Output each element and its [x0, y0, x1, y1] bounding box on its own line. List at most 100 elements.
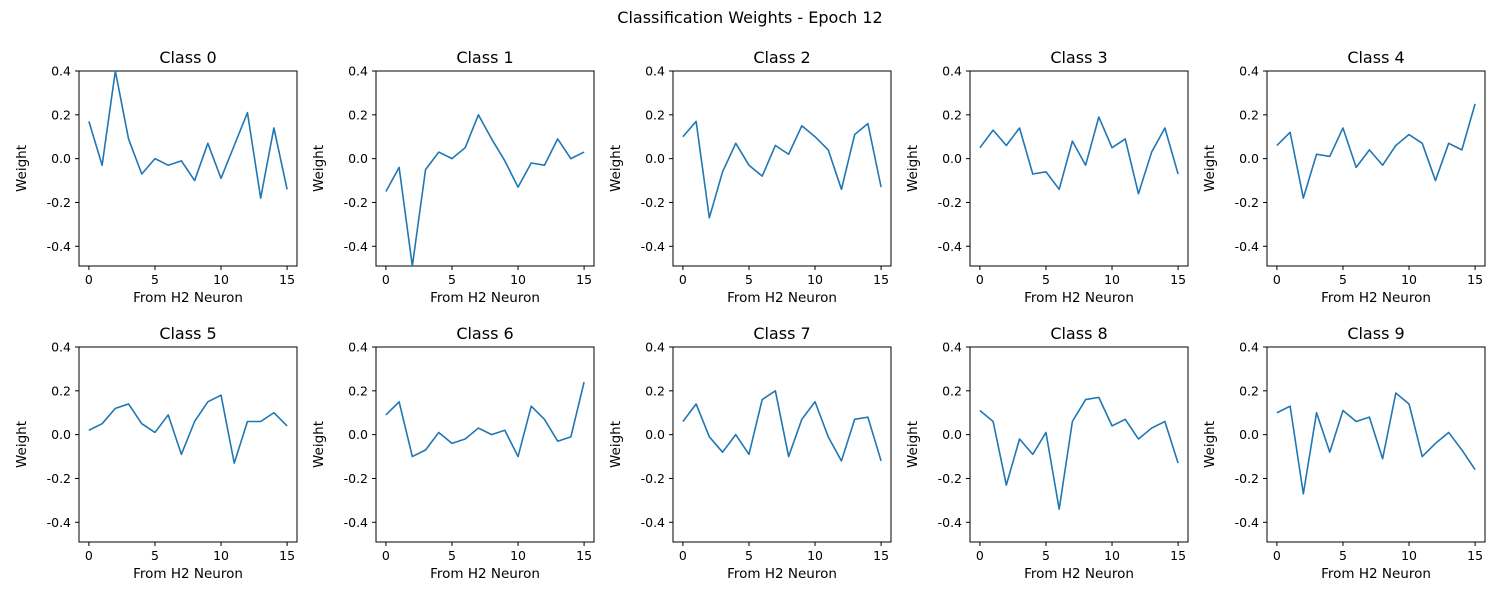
y-tick-label: 0.0 [645, 151, 665, 166]
y-tick-label: 0.0 [51, 151, 71, 166]
subplot-title: Class 7 [753, 324, 810, 343]
x-tick-label: 0 [1273, 272, 1281, 287]
y-tick-label: -0.4 [641, 515, 665, 530]
x-tick-label: 5 [1339, 272, 1347, 287]
series-line [386, 382, 584, 456]
y-tick-label: -0.4 [641, 239, 665, 254]
y-tick-label: -0.4 [938, 239, 962, 254]
series-line [980, 117, 1178, 194]
axes-frame [79, 347, 297, 542]
x-axis-label: From H2 Neuron [133, 566, 243, 582]
y-tick-label: 0.2 [645, 107, 665, 122]
subplot-title: Class 5 [159, 324, 216, 343]
x-tick-label: 15 [1170, 272, 1186, 287]
y-tick-label: -0.4 [344, 239, 368, 254]
y-tick-label: -0.4 [1235, 239, 1259, 254]
x-axis-label: From H2 Neuron [727, 290, 837, 306]
x-tick-label: 15 [873, 272, 889, 287]
x-tick-label: 5 [448, 272, 456, 287]
axes-frame [673, 71, 891, 266]
axes-frame [970, 71, 1188, 266]
figure-title: Classification Weights - Epoch 12 [0, 8, 1500, 27]
x-tick-label: 15 [1467, 272, 1483, 287]
x-tick-label: 10 [1104, 548, 1120, 563]
y-tick-label: -0.2 [47, 195, 71, 210]
x-axis-label: From H2 Neuron [430, 290, 540, 306]
x-tick-label: 5 [151, 548, 159, 563]
y-tick-label: -0.4 [938, 515, 962, 530]
x-tick-label: 5 [1042, 272, 1050, 287]
y-tick-label: 0.2 [645, 383, 665, 398]
y-axis-label: Weight [1202, 145, 1218, 192]
y-tick-label: 0.4 [348, 340, 368, 355]
x-tick-label: 0 [382, 548, 390, 563]
x-axis-label: From H2 Neuron [1024, 566, 1134, 582]
x-tick-label: 10 [1104, 272, 1120, 287]
y-axis-label: Weight [14, 421, 30, 468]
y-tick-label: 0.4 [51, 64, 71, 79]
series-line [386, 115, 584, 266]
x-tick-label: 10 [1401, 272, 1417, 287]
series-line [683, 121, 881, 217]
x-tick-label: 0 [85, 548, 93, 563]
x-axis-label: From H2 Neuron [1321, 290, 1431, 306]
y-tick-label: -0.4 [47, 515, 71, 530]
x-tick-label: 5 [1042, 548, 1050, 563]
y-tick-label: 0.4 [51, 340, 71, 355]
y-tick-label: -0.2 [1235, 471, 1259, 486]
y-tick-label: -0.4 [47, 239, 71, 254]
y-tick-label: 0.0 [942, 427, 962, 442]
x-tick-label: 15 [279, 548, 295, 563]
y-tick-label: 0.4 [942, 64, 962, 79]
subplot-title: Class 8 [1050, 324, 1107, 343]
x-tick-label: 5 [745, 548, 753, 563]
series-line [1277, 393, 1475, 494]
x-tick-label: 0 [85, 272, 93, 287]
series-line [1277, 104, 1475, 198]
x-tick-label: 15 [279, 272, 295, 287]
x-tick-label: 5 [1339, 548, 1347, 563]
axes-frame [970, 347, 1188, 542]
series-line [980, 397, 1178, 509]
x-tick-label: 0 [679, 548, 687, 563]
y-tick-label: 0.0 [645, 427, 665, 442]
x-tick-label: 0 [382, 272, 390, 287]
y-tick-label: -0.2 [344, 195, 368, 210]
x-axis-label: From H2 Neuron [430, 566, 540, 582]
y-tick-label: 0.2 [1239, 383, 1259, 398]
y-axis-label: Weight [608, 145, 624, 192]
x-tick-label: 15 [576, 548, 592, 563]
y-tick-label: 0.4 [645, 340, 665, 355]
x-tick-label: 0 [1273, 548, 1281, 563]
x-axis-label: From H2 Neuron [133, 290, 243, 306]
y-tick-label: -0.4 [1235, 515, 1259, 530]
y-axis-label: Weight [905, 421, 921, 468]
subplot-title: Class 3 [1050, 48, 1107, 67]
y-tick-label: 0.2 [348, 107, 368, 122]
y-tick-label: 0.4 [942, 340, 962, 355]
subplot-title: Class 6 [456, 324, 513, 343]
y-tick-label: 0.2 [942, 107, 962, 122]
x-axis-label: From H2 Neuron [1321, 566, 1431, 582]
x-tick-label: 10 [510, 548, 526, 563]
subplot-title: Class 1 [456, 48, 513, 67]
x-tick-label: 10 [807, 272, 823, 287]
subplot-title: Class 4 [1347, 48, 1404, 67]
x-tick-label: 5 [448, 548, 456, 563]
series-line [89, 395, 287, 463]
subplot-title: Class 2 [753, 48, 810, 67]
x-tick-label: 10 [213, 272, 229, 287]
y-axis-label: Weight [311, 421, 327, 468]
axes-frame [673, 347, 891, 542]
axes-frame [1267, 347, 1485, 542]
y-tick-label: 0.0 [1239, 427, 1259, 442]
